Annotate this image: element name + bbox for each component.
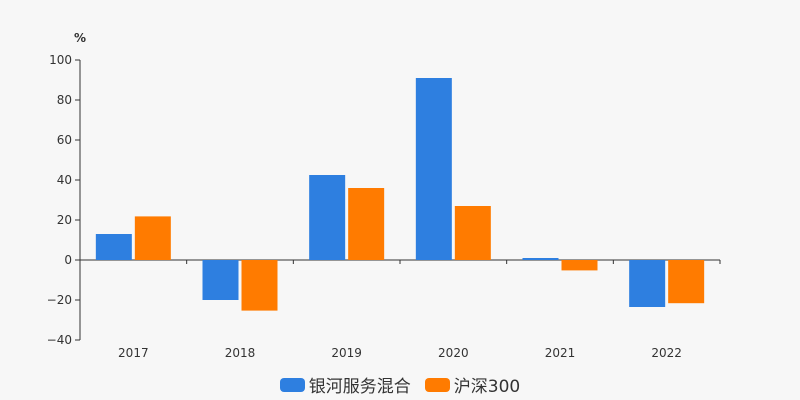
bar-fund-2020 <box>415 78 452 260</box>
y-axis-unit: % <box>74 31 86 45</box>
x-tick-label: 2018 <box>225 346 256 360</box>
chart-legend: 银河服务混合 沪深300 <box>0 372 800 397</box>
bar-hs300-2021 <box>561 260 598 271</box>
x-tick-label: 2021 <box>545 346 576 360</box>
x-tick-label: 2017 <box>118 346 149 360</box>
bar-fund-2022 <box>629 260 666 307</box>
legend-item-fund[interactable]: 银河服务混合 <box>279 372 411 397</box>
bar-hs300-2019 <box>348 188 385 260</box>
x-tick-label: 2020 <box>438 346 469 360</box>
bar-hs300-2017 <box>134 216 171 260</box>
y-tick-label: 20 <box>57 213 72 227</box>
bar-hs300-2020 <box>454 206 491 260</box>
y-tick-label: 60 <box>57 133 72 147</box>
bar-fund-2021 <box>522 258 559 260</box>
bar-fund-2019 <box>309 175 346 260</box>
x-tick-label: 2022 <box>651 346 682 360</box>
bar-fund-2017 <box>95 234 132 260</box>
legend-swatch-fund <box>279 377 305 392</box>
y-tick-label: −20 <box>47 293 72 307</box>
y-tick-label: 0 <box>64 253 72 267</box>
x-tick-label: 2019 <box>331 346 362 360</box>
y-tick-label: 100 <box>49 53 72 67</box>
bar-hs300-2018 <box>241 260 278 311</box>
y-tick-label: 40 <box>57 173 72 187</box>
legend-label-fund: 银河服务混合 <box>308 377 411 397</box>
y-tick-label: −40 <box>47 333 72 347</box>
y-tick-label: 80 <box>57 93 72 107</box>
legend-label-hs300: 沪深300 <box>453 377 521 397</box>
legend-swatch-hs300 <box>424 377 450 392</box>
bar-hs300-2022 <box>668 260 705 304</box>
legend-item-hs300[interactable]: 沪深300 <box>424 372 521 397</box>
bar-fund-2018 <box>202 260 239 300</box>
